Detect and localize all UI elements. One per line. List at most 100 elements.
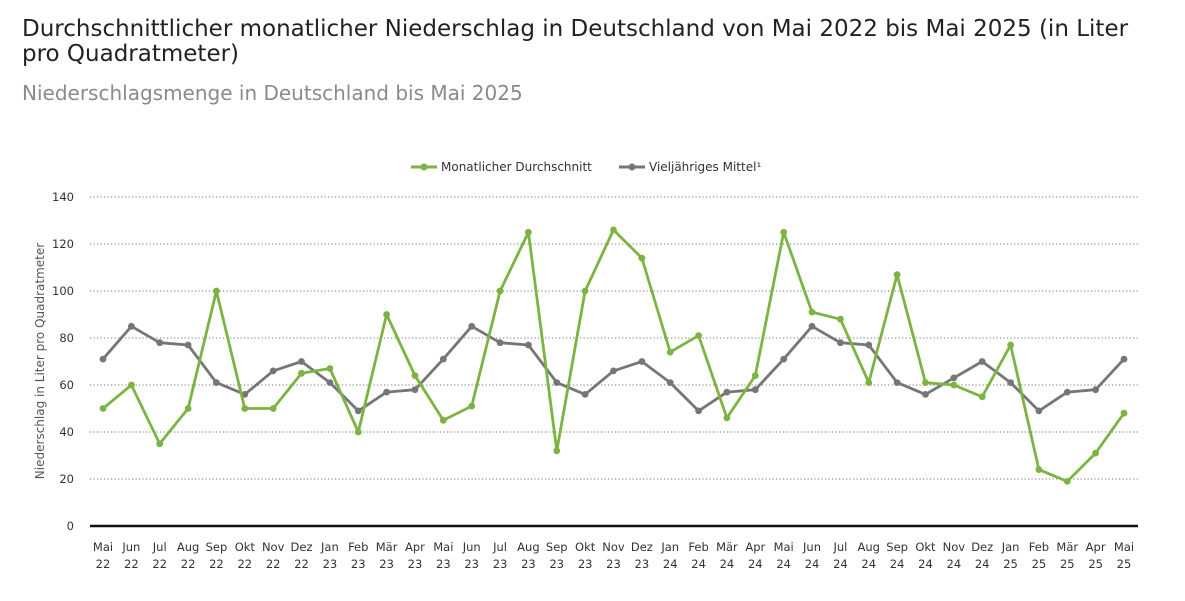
data-point <box>893 271 901 278</box>
data-point <box>723 388 731 396</box>
data-point <box>610 367 617 375</box>
data-point <box>525 341 532 349</box>
data-point <box>922 391 929 398</box>
data-point <box>922 379 929 386</box>
x-tick-label: Okt 24 <box>915 540 936 571</box>
y-tick-label: 100 <box>52 284 74 298</box>
x-tick-label: Jul 24 <box>832 540 847 571</box>
y-tick-label: 20 <box>59 472 74 486</box>
legend-marker-vieljaehriges-mittel <box>628 163 636 171</box>
x-tick-label: Sep 23 <box>546 540 568 571</box>
legend-marker-monatlicher-durchschnitt <box>420 163 428 171</box>
data-point <box>1007 379 1014 386</box>
series-layer <box>99 226 1128 485</box>
data-point <box>865 341 873 349</box>
x-tick-label: Sep 24 <box>886 540 908 571</box>
data-point <box>978 358 986 365</box>
data-point <box>865 379 873 386</box>
x-tick-label: Dez 23 <box>631 540 653 571</box>
data-point <box>269 405 277 412</box>
data-point <box>383 311 390 318</box>
data-point <box>326 365 334 372</box>
x-tick-label: Jun 24 <box>802 540 821 571</box>
data-point <box>581 391 589 398</box>
x-tick-label: Jan 24 <box>660 540 679 571</box>
data-point <box>439 355 447 363</box>
x-tick-label: Apr 24 <box>745 540 765 571</box>
x-tick-label: Jan 23 <box>320 540 339 571</box>
x-tick-label: Nov 22 <box>262 540 285 571</box>
y-axis-title: Niederschlag in Liter pro Quadratmeter <box>33 243 47 479</box>
x-tick-label: Nov 23 <box>602 540 625 571</box>
x-tick-label: Jan 25 <box>1001 540 1020 571</box>
x-tick-label: Dez 24 <box>971 540 993 571</box>
y-tick-label: 80 <box>59 331 74 345</box>
x-tick-label: Mai 25 <box>1114 540 1134 571</box>
data-point <box>1120 355 1128 363</box>
data-point <box>298 358 305 365</box>
data-point <box>127 322 135 330</box>
data-point <box>1120 409 1128 417</box>
data-point <box>496 339 504 347</box>
data-point <box>751 386 759 394</box>
x-tick-label: Apr 25 <box>1086 540 1106 571</box>
data-point <box>610 226 617 234</box>
data-point <box>1035 466 1043 473</box>
data-point <box>1007 341 1014 349</box>
data-point <box>638 358 646 365</box>
x-tick-label: Mär 24 <box>716 540 738 571</box>
x-tick-label: Sep 22 <box>206 540 228 571</box>
data-point <box>808 308 816 316</box>
x-tick-label: Aug 23 <box>517 540 539 571</box>
data-point <box>525 228 532 236</box>
x-axis-ticks: Mai 22 Jun 22 Jul 22 Aug 22 Sep 22 Okt 22 Nov 22 Dez 22… <box>93 540 1134 571</box>
data-point <box>666 348 674 356</box>
data-point <box>1092 386 1099 394</box>
data-point <box>1063 388 1071 396</box>
x-tick-label: Mai 23 <box>433 540 453 571</box>
data-point <box>837 339 844 347</box>
data-point <box>468 402 476 410</box>
x-tick-label: Mai 22 <box>93 540 113 571</box>
legend-label-vieljaehriges-mittel: Vieljähriges Mittel¹ <box>649 160 761 174</box>
x-tick-label: Dez 22 <box>291 540 313 571</box>
data-point <box>751 372 759 379</box>
data-point <box>468 322 476 330</box>
series-line <box>102 228 1126 483</box>
data-point <box>184 405 192 412</box>
data-point <box>1035 407 1043 415</box>
data-point <box>496 287 504 295</box>
x-tick-label: Apr 23 <box>405 540 425 571</box>
data-point <box>156 339 164 347</box>
data-point <box>666 379 674 386</box>
data-point <box>298 369 305 377</box>
data-point <box>950 381 958 389</box>
data-point <box>213 379 220 386</box>
data-point <box>553 379 561 386</box>
data-point <box>156 440 164 448</box>
data-point <box>638 254 646 262</box>
x-tick-label: Jun 23 <box>462 540 481 571</box>
data-point <box>99 405 107 412</box>
data-point <box>780 228 788 236</box>
data-point <box>723 414 731 422</box>
x-tick-label: Okt 22 <box>235 540 256 571</box>
data-point <box>354 407 362 415</box>
data-point <box>893 379 901 386</box>
data-point <box>808 322 816 330</box>
data-point <box>780 355 788 363</box>
x-tick-label: Okt 23 <box>575 540 596 571</box>
series-monatlicher-durchschnitt <box>99 226 1128 485</box>
data-point <box>411 386 419 394</box>
data-point <box>184 341 192 349</box>
data-point <box>127 381 135 389</box>
data-point <box>1092 449 1099 457</box>
series-vieljaehriges-mittel <box>99 322 1128 415</box>
data-point <box>553 447 561 455</box>
chart-subtitle: Niederschlagsmenge in Deutschland bis Ma… <box>22 81 523 105</box>
x-tick-label: Jul 22 <box>152 540 167 571</box>
y-tick-label: 120 <box>52 237 74 251</box>
data-point <box>439 416 447 424</box>
data-point <box>383 388 390 396</box>
